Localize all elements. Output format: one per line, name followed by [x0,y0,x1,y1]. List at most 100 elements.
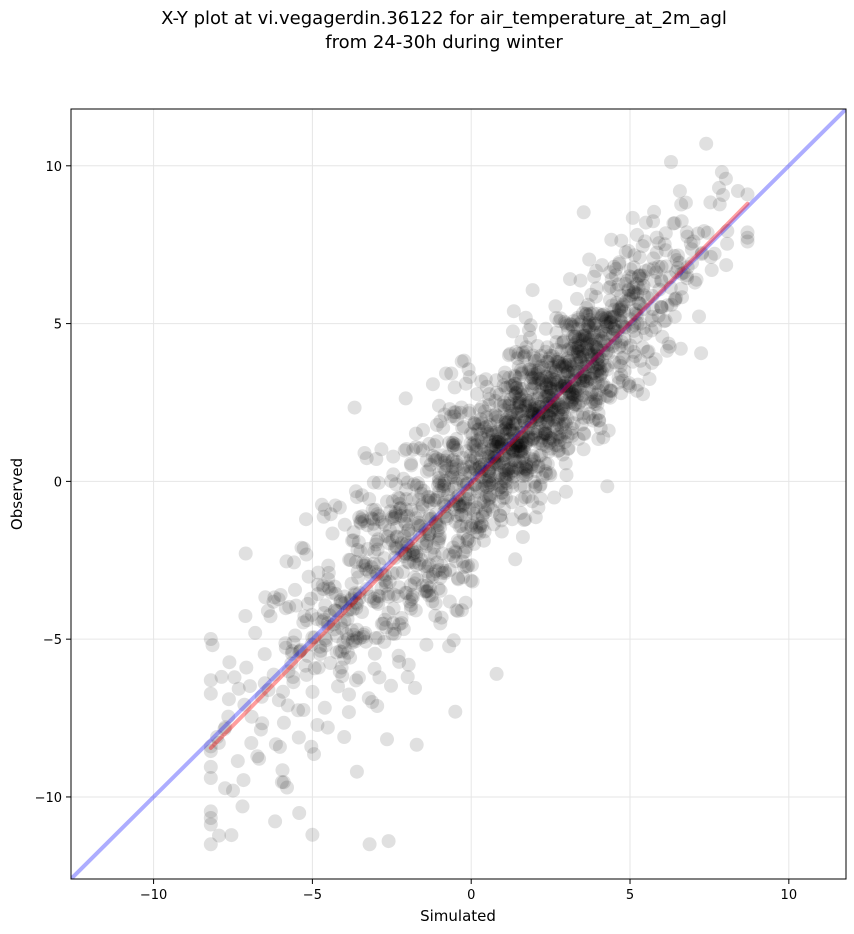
scatter-point [589,349,604,363]
scatter-point [661,336,676,351]
scatter-point [541,415,556,430]
scatter-point [570,364,585,379]
scatter-point [543,468,558,483]
scatter-point [588,289,603,304]
scatter-point [348,634,363,649]
scatter-point [445,438,460,453]
scatter-point [541,354,556,369]
scatter-point [584,395,599,410]
scatter-point [356,627,371,642]
scatter-point [673,341,688,356]
scatter-point [361,691,376,706]
scatter-point [623,312,638,327]
scatter-point [501,398,516,413]
scatter-point [524,432,539,447]
scatter-point [467,417,482,432]
scatter-point [605,339,620,354]
scatter-point [205,638,220,653]
scatter-point [524,362,539,377]
scatter-point [594,310,609,325]
scatter-point [604,384,619,398]
scatter-point [575,329,590,344]
scatter-point [244,709,259,724]
scatter-point [530,339,545,353]
scatter-point [596,377,611,392]
scatter-point [463,448,478,463]
scatter-point [556,402,571,417]
scatter-point [423,490,437,505]
scatter-point [490,409,505,424]
scatter-point [530,413,545,428]
scatter-point [635,239,650,253]
scatter-point [538,321,553,336]
scatter-point [666,216,681,231]
scatter-point [544,390,559,405]
scatter-point [585,384,599,399]
scatter-point [614,288,629,303]
scatter-point [533,415,547,430]
scatter-point [565,379,579,394]
scatter-point [377,573,392,588]
scatter-point [678,195,693,210]
scatter-point [307,630,322,645]
scatter-point [703,195,718,210]
scatter-point [611,277,626,292]
scatter-point [473,427,488,441]
scatter-point [430,518,445,533]
scatter-point [489,432,504,447]
scatter-point [570,344,585,359]
scatter-point [556,400,571,415]
scatter-point [355,488,370,503]
scatter-point [450,471,465,486]
scatter-point [720,224,735,238]
scatter-point [607,322,622,337]
scatter-point [511,438,526,453]
scatter-point [719,258,734,273]
scatter-point [314,497,329,512]
scatter-point [621,289,636,303]
scatter-point [570,291,584,306]
scatter-point [266,594,281,609]
scatter-point [617,304,631,319]
scatter-point [473,412,488,427]
scatter-point [538,464,553,479]
scatter-point [422,580,437,595]
scatter-point [465,515,480,530]
scatter-point [562,384,577,399]
scatter-point [569,356,584,371]
scatter-point [408,440,423,455]
scatter-point [606,310,621,325]
scatter-point [634,271,649,286]
scatter-point [607,259,622,274]
scatter-point [530,409,545,424]
scatter-point [514,492,529,507]
scatter-point [263,609,278,624]
scatter-point [457,560,471,574]
scatter-point [310,718,325,732]
scatter-point [545,382,559,396]
scatter-point [305,684,320,699]
scatter-point [450,604,465,619]
scatter-point [472,520,487,535]
scatter-point [558,374,573,389]
scatter-point [494,486,509,501]
scatter-point [315,578,330,593]
scatter-point [490,424,504,439]
scatter-point [416,443,430,458]
scatter-point [508,376,523,391]
scatter-point [572,341,586,356]
scatter-point [590,356,605,371]
scatter-point [447,409,462,424]
scatter-point [586,365,601,380]
scatter-point [398,546,413,561]
scatter-point [506,463,521,478]
scatter-point [333,594,348,609]
scatter-point [508,385,523,400]
scatter-point [492,432,507,447]
scatter-point [435,565,450,580]
scatter-point [548,363,563,378]
scatter-point [540,457,555,472]
scatter-point [712,197,727,212]
scatter-point [286,670,300,684]
scatter-point [610,324,625,339]
